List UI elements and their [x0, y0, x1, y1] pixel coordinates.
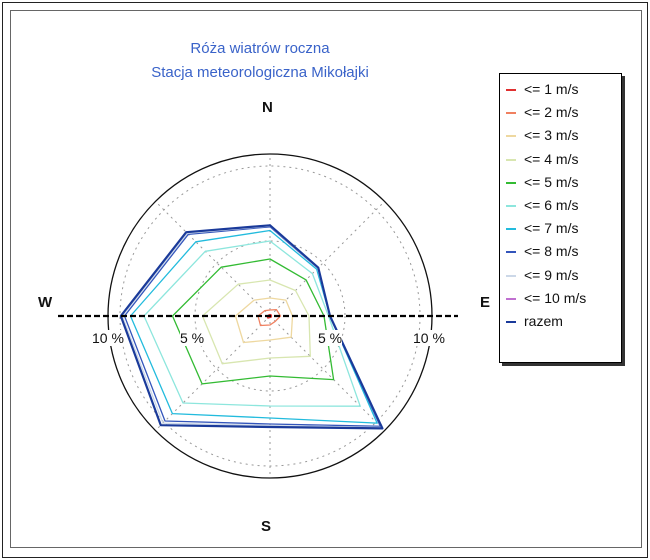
series-2-polygon [257, 308, 282, 327]
legend-item: <= 3 m/s [504, 126, 619, 146]
legend-swatch [506, 112, 516, 115]
direction-label-e: E [480, 294, 491, 311]
legend-label: <= 6 m/s [524, 197, 579, 213]
direction-label-s: S [261, 518, 272, 535]
legend-swatch [506, 228, 516, 231]
legend-item: <= 9 m/s [504, 266, 619, 286]
legend-swatch [506, 205, 516, 207]
tick-label-10-east: 10 % [413, 330, 445, 346]
legend-item: <= 6 m/s [504, 196, 619, 216]
legend-label: <= 2 m/s [524, 104, 579, 121]
series-9-polygon [121, 225, 383, 429]
legend-item: <= 1 m/s [504, 80, 619, 100]
legend-item: <= 5 m/s [504, 173, 619, 193]
series-6-polygon [143, 240, 361, 407]
legend-item: <= 4 m/s [504, 150, 619, 170]
legend-label: <= 7 m/s [524, 220, 579, 237]
series-4-polygon [201, 279, 311, 365]
direction-label-w: W [38, 294, 53, 311]
chart-subtitle: Stacja meteorologiczna Mikołajki [151, 64, 369, 81]
legend-item: razem [504, 312, 619, 332]
legend-item: <= 8 m/s [504, 242, 619, 262]
legend-label: <= 9 m/s [524, 266, 579, 283]
legend-label: <= 4 m/s [524, 150, 579, 167]
legend-swatch [506, 321, 516, 323]
legend-label: razem [524, 313, 563, 329]
series-5-polygon [171, 258, 335, 385]
legend-label: <= 5 m/s [524, 173, 579, 190]
legend: <= 1 m/s <= 2 m/s <= 3 m/s <= 4 m/s <= 5 m/s… [499, 73, 622, 363]
legend-swatch [506, 135, 516, 138]
tick-label-5-west: 5 % [180, 330, 205, 346]
series-11-polygon [119, 224, 384, 430]
grid-spoke-4 [155, 201, 271, 317]
legend-label: <= 1 m/s [524, 81, 579, 97]
direction-label-n: N [262, 99, 273, 116]
legend-label: <= 3 m/s [524, 127, 579, 144]
legend-swatch [506, 297, 516, 300]
legend-label: <= 10 m/s [524, 289, 587, 306]
legend-item: <= 7 m/s [504, 219, 619, 239]
legend-item: <= 2 m/s [504, 103, 619, 123]
legend-label: <= 8 m/s [524, 243, 579, 260]
legend-item: <= 10 m/s [504, 289, 619, 309]
grid-spoke-3 [269, 201, 385, 317]
chart-title: Róża wiatrów roczna [190, 40, 330, 57]
series-3-polygon [234, 297, 294, 344]
legend-swatch [506, 89, 516, 91]
series-7-polygon [129, 229, 378, 424]
series-10-polygon [120, 224, 384, 430]
series-8-polygon [123, 226, 381, 427]
tick-label-5-east: 5 % [318, 330, 343, 346]
legend-swatch [506, 181, 516, 184]
legend-swatch [506, 251, 516, 254]
tick-label-10-west: 10 % [92, 330, 124, 346]
legend-swatch [506, 274, 516, 277]
legend-swatch [506, 158, 516, 161]
